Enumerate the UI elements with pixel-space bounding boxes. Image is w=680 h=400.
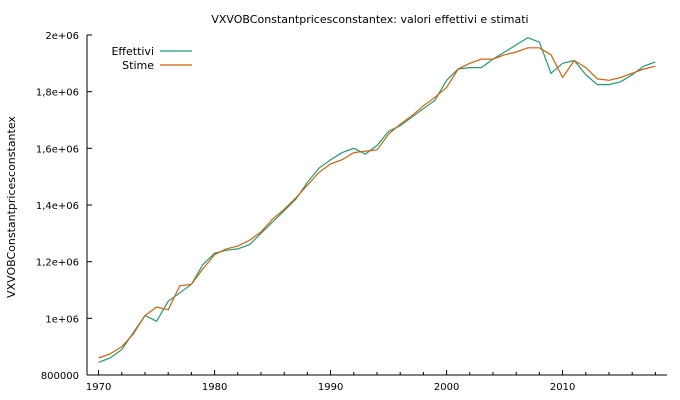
y-tick-label: 1,2e+06	[36, 258, 79, 269]
series-line-stime	[98, 47, 656, 359]
y-axis-label: VXVOBConstantpricesconstantex	[5, 116, 18, 298]
legend-label-effettivi: Effettivi	[111, 45, 154, 58]
y-tick-label: 1,4e+06	[36, 201, 79, 212]
chart-title: VXVOBConstantpricesconstantex: valori ef…	[211, 13, 528, 26]
y-tick-label: 1e+06	[45, 314, 79, 325]
x-tick-label: 1970	[86, 382, 111, 393]
y-tick-label: 800000	[41, 371, 79, 382]
series-layer	[98, 37, 656, 363]
y-tick-label: 1,8e+06	[36, 88, 79, 99]
x-tick-label: 1990	[318, 382, 343, 393]
x-tick-label: 2010	[550, 382, 575, 393]
y-tick-label: 1,6e+06	[36, 144, 79, 155]
series-line-effettivi	[98, 37, 656, 363]
legend-label-stime: Stime	[122, 59, 154, 72]
plot-frame	[86, 35, 667, 376]
y-tick-label: 2e+06	[45, 31, 79, 42]
x-tick-label: 2000	[434, 382, 459, 393]
axis-ticks: 800000 1e+06 1,2e+06 1,4e+06 1,6e+06 1,8e+06 2…	[36, 31, 656, 393]
x-tick-label: 1980	[202, 382, 227, 393]
